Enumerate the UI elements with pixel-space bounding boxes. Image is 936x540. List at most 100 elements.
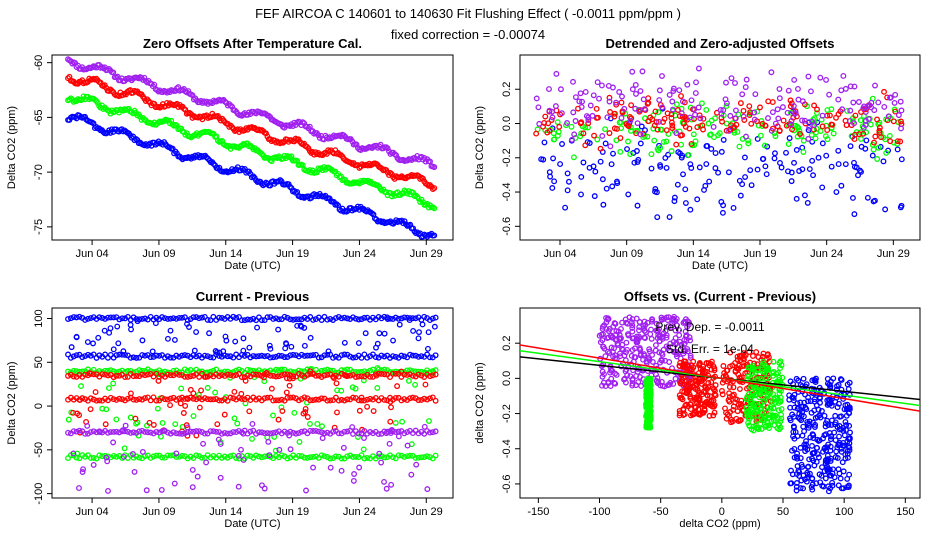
- point-green: [698, 100, 705, 107]
- point-red: [295, 370, 302, 377]
- point-red: [680, 120, 687, 127]
- point-blue: [293, 352, 299, 359]
- x-tick-label: Jun 29: [410, 506, 443, 518]
- point-blue: [398, 352, 405, 359]
- point-purple: [535, 104, 542, 111]
- point-purple: [728, 75, 735, 82]
- point-red: [196, 395, 203, 402]
- point-blue: [110, 314, 117, 321]
- point-blue: [152, 320, 159, 327]
- point-green: [863, 129, 870, 136]
- point-green: [195, 391, 202, 398]
- point-blue: [578, 191, 584, 198]
- point-red-mid: [729, 418, 736, 425]
- point-blue: [190, 314, 197, 321]
- point-purple: [891, 99, 898, 106]
- point-red: [890, 118, 897, 125]
- point-purple: [710, 123, 717, 130]
- point-blue: [898, 202, 905, 209]
- point-green: [121, 445, 128, 452]
- point-red-mid: [746, 349, 753, 355]
- point-green: [287, 368, 294, 375]
- point-red-left: [677, 394, 684, 401]
- point-blue: [264, 314, 271, 321]
- point-red: [663, 127, 670, 134]
- point-red: [315, 372, 322, 379]
- point-blue: [715, 169, 722, 176]
- point-green-right: [761, 369, 768, 376]
- point-red: [99, 371, 106, 378]
- point-blue: [372, 354, 379, 361]
- point-purple: [598, 82, 605, 89]
- point-purple: [659, 357, 665, 364]
- point-purple: [388, 427, 395, 433]
- point-purple: [349, 424, 356, 430]
- point-red: [136, 396, 143, 403]
- point-green: [412, 381, 419, 388]
- point-red: [392, 370, 399, 377]
- point-purple: [665, 344, 672, 351]
- point-green: [127, 414, 134, 421]
- point-blue: [831, 474, 838, 481]
- point-blue: [284, 314, 291, 321]
- point-red: [871, 139, 877, 146]
- point-purple: [646, 346, 653, 353]
- point-red: [227, 372, 234, 379]
- point-blue: [590, 163, 597, 170]
- point-green-left: [645, 419, 652, 426]
- x-tick-label: 150: [896, 506, 914, 518]
- point-blue: [837, 475, 844, 482]
- point-green: [685, 152, 692, 158]
- point-purple: [599, 323, 606, 330]
- point-blue: [803, 406, 810, 413]
- point-blue: [837, 376, 844, 383]
- point-purple: [599, 133, 606, 139]
- point-blue: [352, 315, 359, 322]
- point-blue: [101, 327, 108, 334]
- point-green: [218, 454, 225, 461]
- point-blue: [838, 485, 845, 492]
- point-blue: [82, 113, 88, 120]
- point-blue: [798, 477, 805, 484]
- point-blue: [809, 475, 816, 482]
- point-blue: [657, 162, 664, 168]
- point-red: [545, 120, 552, 127]
- point-red: [263, 369, 270, 376]
- point-red: [196, 373, 203, 380]
- point-blue: [238, 317, 245, 324]
- point-red: [187, 394, 194, 401]
- point-green: [296, 438, 303, 445]
- point-red: [429, 394, 436, 401]
- point-red: [216, 373, 223, 380]
- point-red-left: [687, 406, 694, 413]
- point-green: [178, 125, 185, 132]
- point-purple: [570, 109, 577, 116]
- point-blue: [842, 455, 849, 462]
- point-purple: [629, 382, 636, 389]
- point-green: [707, 131, 714, 138]
- point-purple: [120, 453, 127, 460]
- point-blue: [321, 352, 328, 359]
- point-red: [304, 372, 311, 379]
- y-tick-label: 0.0: [501, 116, 513, 131]
- point-purple: [266, 452, 273, 459]
- point-green: [375, 453, 382, 460]
- point-red: [388, 404, 394, 411]
- point-red: [828, 121, 835, 128]
- point-blue: [803, 381, 810, 388]
- point-green-left: [644, 402, 651, 408]
- x-axis-label: Date (UTC): [224, 518, 280, 530]
- point-red: [199, 370, 205, 377]
- point-red: [401, 396, 408, 402]
- y-tick-label: -0.6: [501, 474, 513, 493]
- point-purple: [672, 327, 679, 334]
- point-red: [776, 127, 783, 134]
- point-purple: [776, 95, 783, 102]
- point-purple: [851, 83, 858, 90]
- point-red: [719, 118, 726, 125]
- point-red: [352, 374, 359, 380]
- point-purple: [617, 353, 624, 360]
- point-red: [593, 105, 600, 112]
- point-green: [364, 369, 371, 376]
- point-red: [221, 411, 228, 418]
